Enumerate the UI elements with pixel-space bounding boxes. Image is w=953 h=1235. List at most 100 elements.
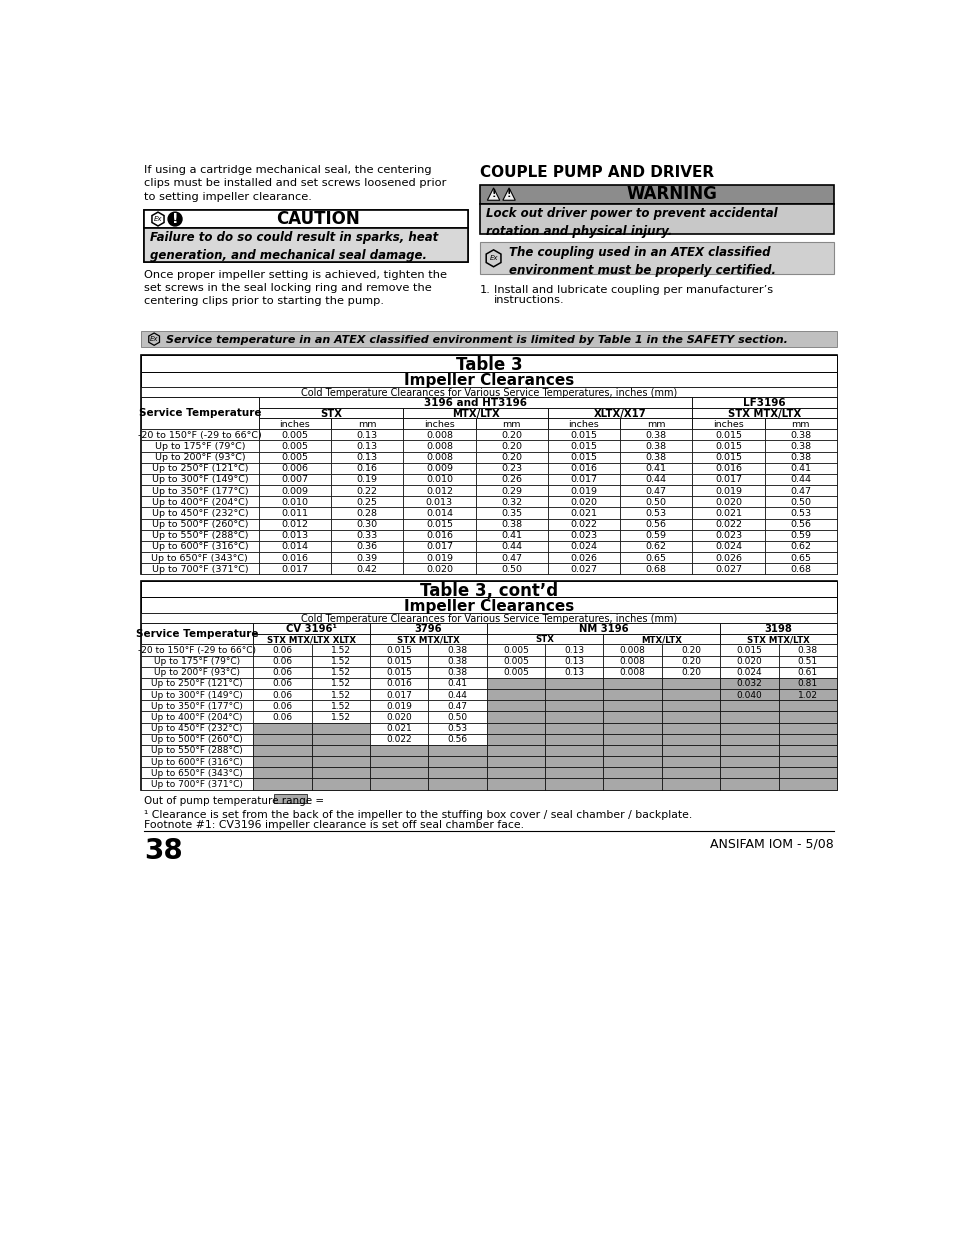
- Text: 0.06: 0.06: [273, 701, 293, 711]
- Bar: [253, 678, 312, 689]
- Text: 0.017: 0.017: [281, 564, 308, 574]
- Bar: [258, 552, 331, 563]
- Bar: [141, 485, 258, 496]
- Text: 0.65: 0.65: [789, 553, 810, 563]
- Bar: [258, 396, 692, 408]
- Text: 0.38: 0.38: [789, 431, 810, 440]
- Bar: [603, 700, 661, 711]
- Text: 0.007: 0.007: [281, 475, 308, 484]
- Text: inches: inches: [568, 420, 598, 429]
- Bar: [479, 185, 833, 204]
- Text: Install and lubricate coupling per manufacturer’s: Install and lubricate coupling per manuf…: [493, 285, 772, 295]
- Bar: [661, 700, 720, 711]
- Text: 0.012: 0.012: [281, 520, 308, 529]
- Bar: [258, 541, 331, 552]
- Bar: [764, 530, 836, 541]
- Bar: [764, 485, 836, 496]
- Bar: [141, 541, 258, 552]
- Bar: [778, 689, 836, 700]
- Bar: [141, 767, 253, 778]
- Text: 0.53: 0.53: [645, 509, 666, 517]
- Text: Up to 350°F (177°C): Up to 350°F (177°C): [151, 701, 243, 711]
- Bar: [603, 722, 661, 734]
- Bar: [253, 745, 312, 756]
- Text: 0.005: 0.005: [281, 453, 308, 462]
- Bar: [778, 722, 836, 734]
- Polygon shape: [487, 188, 499, 200]
- Text: ANSIFAM IOM - 5/08: ANSIFAM IOM - 5/08: [709, 837, 833, 851]
- Bar: [141, 689, 253, 700]
- Bar: [370, 745, 428, 756]
- Text: 1.52: 1.52: [331, 657, 351, 666]
- Text: 0.013: 0.013: [281, 531, 308, 540]
- Bar: [144, 228, 468, 262]
- Bar: [486, 756, 544, 767]
- Bar: [141, 645, 253, 656]
- Bar: [331, 474, 403, 485]
- Bar: [403, 430, 475, 441]
- Bar: [370, 634, 486, 645]
- Text: 0.014: 0.014: [425, 509, 453, 517]
- Text: 0.25: 0.25: [356, 498, 377, 506]
- Text: If using a cartridge mechanical seal, the centering
clips must be installed and : If using a cartridge mechanical seal, th…: [144, 165, 446, 201]
- Text: 0.22: 0.22: [356, 487, 377, 495]
- Bar: [547, 563, 619, 574]
- Bar: [331, 452, 403, 463]
- Bar: [141, 463, 258, 474]
- Text: Up to 600°F (316°C): Up to 600°F (316°C): [151, 757, 243, 767]
- Bar: [692, 474, 764, 485]
- Text: 0.13: 0.13: [356, 431, 377, 440]
- Bar: [258, 441, 331, 452]
- Bar: [331, 463, 403, 474]
- Text: Out of pump temperature range =: Out of pump temperature range =: [144, 795, 324, 805]
- Text: 0.30: 0.30: [356, 520, 377, 529]
- Text: 0.44: 0.44: [789, 475, 810, 484]
- Text: 0.68: 0.68: [645, 564, 666, 574]
- Bar: [141, 678, 253, 689]
- Bar: [253, 778, 312, 789]
- Bar: [403, 419, 475, 430]
- Bar: [370, 756, 428, 767]
- Bar: [258, 474, 331, 485]
- Text: Lock out driver power to prevent accidental
rotation and physical injury.: Lock out driver power to prevent acciden…: [485, 206, 777, 237]
- Bar: [253, 656, 312, 667]
- Bar: [312, 767, 370, 778]
- Bar: [403, 408, 547, 419]
- Bar: [141, 734, 253, 745]
- Bar: [403, 474, 475, 485]
- Bar: [479, 242, 833, 274]
- Bar: [258, 530, 331, 541]
- Text: Service temperature in an ATEX classified environment is limited by Table 1 in t: Service temperature in an ATEX classifie…: [166, 335, 787, 345]
- Bar: [778, 711, 836, 722]
- Text: 0.38: 0.38: [789, 453, 810, 462]
- Text: inches: inches: [279, 420, 310, 429]
- Text: 0.016: 0.016: [714, 464, 741, 473]
- Bar: [144, 210, 468, 228]
- Bar: [547, 508, 619, 519]
- Text: 0.019: 0.019: [425, 553, 453, 563]
- Bar: [720, 700, 778, 711]
- Bar: [619, 419, 692, 430]
- Bar: [619, 541, 692, 552]
- Text: Up to 500°F (260°C): Up to 500°F (260°C): [152, 520, 248, 529]
- Text: 1.52: 1.52: [331, 679, 351, 688]
- Text: 0.38: 0.38: [447, 668, 467, 677]
- Text: 0.62: 0.62: [789, 542, 810, 552]
- Bar: [312, 756, 370, 767]
- Bar: [619, 463, 692, 474]
- Text: 0.13: 0.13: [356, 442, 377, 451]
- Bar: [370, 767, 428, 778]
- Text: 0.008: 0.008: [619, 657, 645, 666]
- Text: 0.015: 0.015: [570, 442, 597, 451]
- Bar: [547, 485, 619, 496]
- Text: 0.38: 0.38: [500, 520, 521, 529]
- Bar: [603, 656, 661, 667]
- Text: 0.016: 0.016: [386, 679, 412, 688]
- Bar: [486, 778, 544, 789]
- Text: 0.59: 0.59: [789, 531, 810, 540]
- Bar: [603, 689, 661, 700]
- Bar: [258, 508, 331, 519]
- Text: 0.56: 0.56: [447, 735, 467, 745]
- Bar: [619, 563, 692, 574]
- Text: 0.020: 0.020: [714, 498, 741, 506]
